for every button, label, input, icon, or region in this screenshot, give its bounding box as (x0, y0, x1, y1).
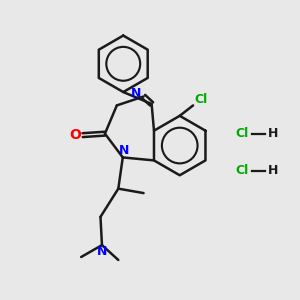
Text: N: N (119, 144, 129, 158)
Text: O: O (69, 128, 81, 142)
Text: Cl: Cl (194, 93, 207, 106)
Text: H: H (268, 164, 278, 177)
Text: Cl: Cl (236, 164, 249, 177)
Text: N: N (97, 245, 107, 258)
Text: N: N (131, 87, 141, 100)
Text: Cl: Cl (236, 127, 249, 140)
Text: H: H (268, 127, 278, 140)
